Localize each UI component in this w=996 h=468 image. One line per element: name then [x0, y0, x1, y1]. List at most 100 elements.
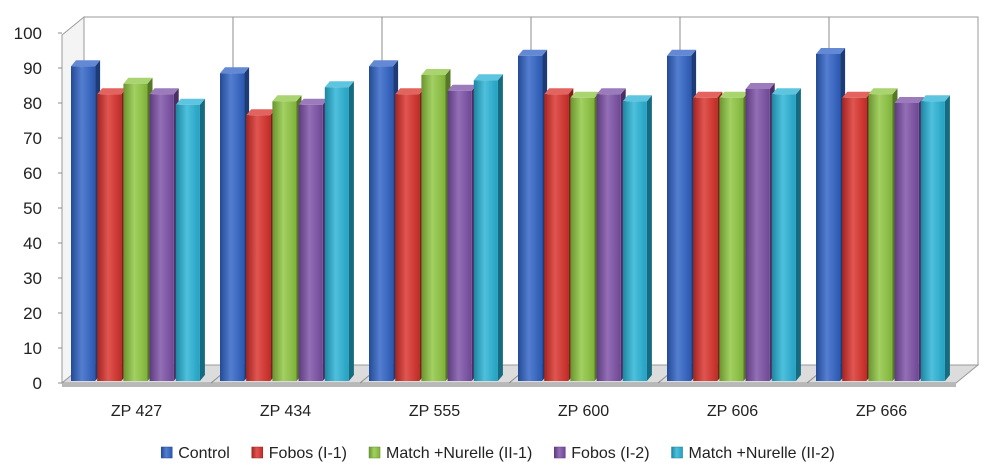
- bar: [693, 91, 723, 381]
- bar: [518, 49, 548, 381]
- bar-top: [324, 81, 354, 88]
- legend-label: Fobos (I-1): [269, 445, 347, 462]
- bar: [842, 91, 872, 381]
- y-tick-label: 90: [23, 59, 42, 78]
- bar: [816, 48, 846, 381]
- legend-label: Match +Nurelle (II-2): [689, 445, 835, 462]
- bar-top: [149, 88, 179, 95]
- bar: [544, 88, 574, 381]
- bar-top: [842, 91, 872, 98]
- bar-side: [348, 81, 354, 381]
- bar-top: [816, 48, 846, 54]
- bar-front: [667, 55, 692, 381]
- legend-swatch: [160, 446, 173, 459]
- bar: [622, 95, 652, 381]
- bar-top: [920, 95, 950, 102]
- bar: [395, 88, 425, 381]
- bar-front: [868, 94, 893, 381]
- y-tick-label: 70: [23, 129, 42, 148]
- bar-front: [745, 89, 770, 381]
- bar: [771, 88, 801, 381]
- bar: [447, 84, 477, 381]
- bar-front: [518, 55, 543, 381]
- bar-top: [123, 77, 153, 84]
- bar-top: [71, 60, 101, 67]
- bar-side: [199, 98, 205, 381]
- bar-front: [395, 94, 420, 381]
- bar: [473, 74, 503, 381]
- bar: [570, 91, 600, 381]
- y-tick-label: 0: [33, 374, 42, 393]
- bar-top: [369, 60, 399, 67]
- bar: [298, 98, 328, 381]
- bar-front: [771, 94, 796, 381]
- y-tick-label: 50: [23, 199, 42, 218]
- bar-side: [795, 88, 801, 381]
- bar-front: [220, 73, 245, 381]
- bar-front: [246, 115, 271, 381]
- bar-top: [667, 49, 697, 56]
- bar-front: [97, 94, 122, 381]
- bar-top: [693, 91, 723, 98]
- x-tick-label: ZP 427: [111, 403, 162, 420]
- legend-label: Match +Nurelle (II-1): [386, 445, 532, 462]
- bar: [71, 60, 101, 381]
- bar-top: [894, 97, 924, 103]
- y-tick-label: 10: [23, 339, 42, 358]
- bar: [97, 88, 127, 381]
- bar-top: [395, 88, 425, 95]
- bar-top: [220, 67, 250, 74]
- bar-top: [246, 109, 276, 116]
- y-tick-label: 80: [23, 94, 42, 113]
- bar-front: [447, 90, 472, 381]
- bar-top: [544, 88, 574, 95]
- x-tick-label: ZP 606: [707, 403, 758, 420]
- bar-top: [298, 98, 328, 105]
- bar-front: [920, 101, 945, 381]
- bar-top: [175, 98, 205, 105]
- bar-front: [298, 104, 323, 381]
- bar: [894, 97, 924, 381]
- bar: [123, 77, 153, 381]
- bar-top: [745, 83, 775, 89]
- bar: [272, 95, 302, 381]
- bar-front: [544, 94, 569, 381]
- bar-front: [816, 54, 841, 381]
- bar-side: [646, 95, 652, 381]
- y-tick-label: 60: [23, 164, 42, 183]
- bar: [745, 83, 775, 381]
- bar: [220, 67, 250, 381]
- bar-top: [622, 95, 652, 102]
- bar-front: [149, 94, 174, 381]
- bar-top: [570, 91, 600, 98]
- bar-top: [596, 88, 626, 95]
- x-tick-label: ZP 600: [558, 403, 609, 420]
- bar-top: [97, 88, 127, 95]
- bar-top: [272, 95, 302, 102]
- bar-front: [622, 101, 647, 381]
- legend-swatch: [671, 446, 683, 459]
- bar-front: [570, 97, 595, 381]
- bar-side: [944, 95, 950, 381]
- bar-top: [421, 69, 451, 75]
- bar: [868, 88, 898, 381]
- bar-front: [421, 75, 446, 381]
- bar-front: [719, 97, 744, 381]
- bar-top: [868, 88, 898, 95]
- bar: [596, 88, 626, 381]
- x-tick-label: ZP 555: [409, 403, 460, 420]
- bar-top: [518, 49, 548, 56]
- bar: [421, 69, 451, 381]
- legend-swatch: [554, 446, 566, 459]
- bar-side: [497, 74, 503, 381]
- legend-label: Control: [178, 445, 230, 462]
- y-tick-label: 20: [23, 304, 42, 323]
- legend-swatch: [368, 446, 381, 459]
- bar-top: [473, 74, 503, 81]
- bar-front: [596, 94, 621, 381]
- y-tick-label: 40: [23, 234, 42, 253]
- bar: [175, 98, 205, 381]
- bar-top: [447, 84, 477, 91]
- bar-front: [272, 101, 297, 381]
- bar-front: [175, 104, 200, 381]
